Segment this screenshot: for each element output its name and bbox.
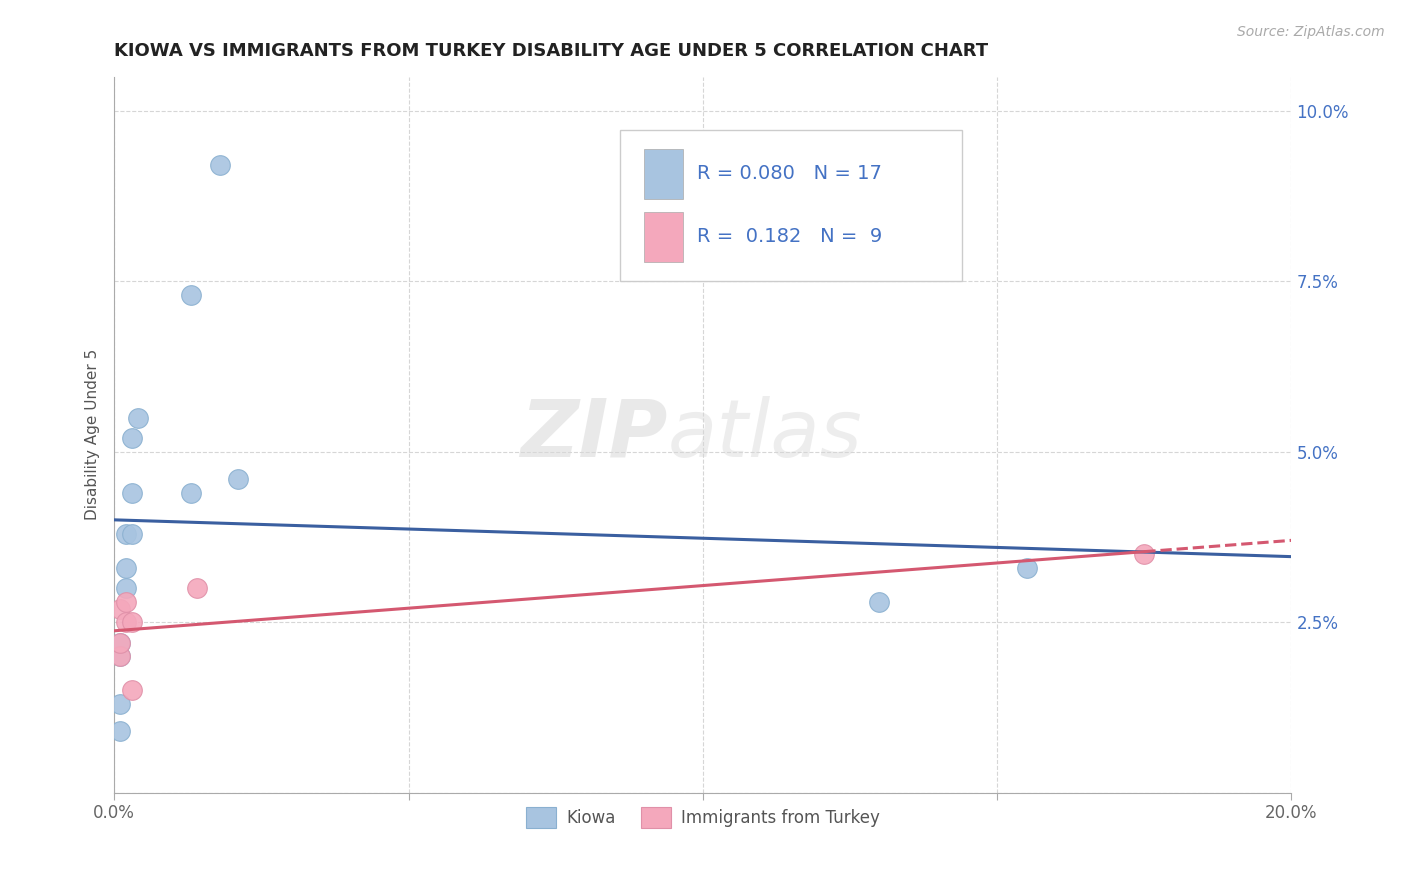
Point — [115, 526, 138, 541]
Text: atlas: atlas — [668, 396, 862, 474]
Point — [127, 410, 149, 425]
Text: ZIP: ZIP — [520, 396, 668, 474]
Point — [115, 560, 138, 574]
Point — [108, 635, 131, 649]
Point — [108, 635, 131, 649]
Point — [180, 288, 202, 302]
Point — [108, 724, 131, 739]
Point — [121, 526, 143, 541]
Point — [115, 615, 138, 629]
Point — [108, 649, 131, 664]
Point — [121, 485, 143, 500]
Point — [108, 649, 131, 664]
Text: R = 0.080   N = 17: R = 0.080 N = 17 — [697, 164, 882, 184]
Point — [180, 485, 202, 500]
Point — [209, 158, 232, 172]
Point — [226, 472, 249, 486]
Point — [108, 601, 131, 615]
FancyBboxPatch shape — [620, 130, 962, 281]
Point — [1133, 547, 1156, 561]
Text: Source: ZipAtlas.com: Source: ZipAtlas.com — [1237, 25, 1385, 39]
Text: R =  0.182   N =  9: R = 0.182 N = 9 — [697, 227, 882, 246]
Text: KIOWA VS IMMIGRANTS FROM TURKEY DISABILITY AGE UNDER 5 CORRELATION CHART: KIOWA VS IMMIGRANTS FROM TURKEY DISABILI… — [114, 42, 988, 60]
Y-axis label: Disability Age Under 5: Disability Age Under 5 — [86, 349, 100, 520]
Point — [868, 595, 890, 609]
Legend: Kiowa, Immigrants from Turkey: Kiowa, Immigrants from Turkey — [520, 801, 886, 834]
Point — [121, 615, 143, 629]
Bar — [644, 149, 683, 199]
Point — [115, 581, 138, 595]
Point — [108, 697, 131, 711]
Point — [1015, 560, 1038, 574]
Point — [115, 595, 138, 609]
Point — [121, 431, 143, 445]
Point — [186, 581, 208, 595]
Bar — [644, 212, 683, 262]
Point — [121, 683, 143, 698]
